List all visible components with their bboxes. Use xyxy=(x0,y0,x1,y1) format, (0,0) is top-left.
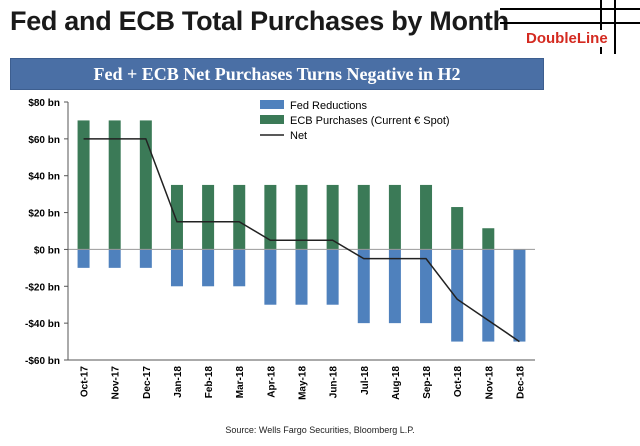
x-tick-label: Jul-18 xyxy=(360,366,371,395)
legend-ecb-purchases-swatch xyxy=(260,115,284,124)
ecb-purchases-bar xyxy=(202,184,215,250)
logo-line xyxy=(500,22,640,24)
bar-layer xyxy=(77,120,526,342)
x-tick-label: Mar-18 xyxy=(235,366,246,399)
ecb-purchases-bar xyxy=(139,120,152,250)
logo-line xyxy=(600,0,602,54)
ecb-purchases-bar xyxy=(108,120,121,250)
fed-reductions-bar xyxy=(108,249,121,268)
ecb-purchases-bar xyxy=(357,184,370,250)
y-tick-label: $20 bn xyxy=(28,209,60,220)
fed-reductions-bar xyxy=(420,249,433,324)
fed-reductions-bar xyxy=(202,249,215,287)
ecb-purchases-bar xyxy=(388,184,401,250)
fed-reductions-bar xyxy=(482,249,495,342)
x-tick-label: Oct-17 xyxy=(80,366,91,398)
legend-ecb-purchases-label: ECB Purchases (Current € Spot) xyxy=(290,115,450,127)
y-tick-label: $80 bn xyxy=(28,98,60,109)
x-tick-label: Feb-18 xyxy=(204,366,215,399)
fed-reductions-bar xyxy=(77,249,90,268)
logo-line xyxy=(500,8,640,10)
y-tick-label: -$60 bn xyxy=(25,356,60,367)
purchases-chart: $80 bn $60 bn $40 bn $20 bn $0 bn -$20 bn -$40… xyxy=(25,98,535,400)
x-tick-label: Jan-18 xyxy=(173,366,184,398)
x-tick-label: May-18 xyxy=(298,366,309,400)
net-series-line xyxy=(83,138,520,343)
ecb-purchases-bar xyxy=(233,184,246,250)
ecb-purchases-bar xyxy=(326,184,339,250)
fed-reductions-bar xyxy=(326,249,339,305)
legend-fed-reductions-label: Fed Reductions xyxy=(290,100,368,112)
x-tick-label: Nov-18 xyxy=(484,366,495,400)
fed-reductions-bar xyxy=(513,249,526,342)
logo-line xyxy=(614,0,616,54)
chart-banner: Fed + ECB Net Purchases Turns Negative i… xyxy=(10,58,544,90)
fed-reductions-bar xyxy=(139,249,152,268)
x-tick-layer: Oct-17 Nov-17 Dec-17 Jan-18 Feb-18 Mar-18 Apr-… xyxy=(80,366,527,400)
x-tick-label: Jun-18 xyxy=(329,366,340,399)
fed-reductions-bar xyxy=(295,249,308,305)
page-title: Fed and ECB Total Purchases by Month xyxy=(10,6,509,36)
fed-reductions-bar xyxy=(170,249,183,287)
y-tick-layer: $80 bn $60 bn $40 bn $20 bn $0 bn -$20 bn -$40… xyxy=(25,98,68,367)
x-tick-label: Aug-18 xyxy=(391,366,402,400)
source-note: Source: Wells Fargo Securities, Bloomber… xyxy=(225,425,415,435)
y-tick-label: $0 bn xyxy=(34,245,60,256)
ecb-purchases-bar xyxy=(170,184,183,250)
x-tick-label: Dec-18 xyxy=(515,366,526,399)
x-tick-label: Oct-18 xyxy=(453,366,464,398)
ecb-purchases-bar xyxy=(482,228,495,250)
x-tick-label: Nov-17 xyxy=(111,366,122,400)
legend-net-label: Net xyxy=(290,130,307,142)
x-tick-label: Dec-17 xyxy=(142,366,153,399)
y-tick-label: $40 bn xyxy=(28,172,60,183)
y-tick-label: -$40 bn xyxy=(25,319,60,330)
y-tick-label: -$20 bn xyxy=(25,282,60,293)
fed-reductions-bar xyxy=(233,249,246,287)
ecb-purchases-bar xyxy=(451,207,464,250)
ecb-purchases-bar xyxy=(420,184,433,250)
fed-reductions-bar xyxy=(451,249,464,342)
fed-reductions-bar xyxy=(357,249,370,324)
legend-fed-reductions-swatch xyxy=(260,100,284,109)
fed-reductions-bar xyxy=(388,249,401,324)
doubleline-logo: DoubleLine xyxy=(500,0,640,54)
y-tick-label: $60 bn xyxy=(28,135,60,146)
ecb-purchases-bar xyxy=(295,184,308,250)
x-tick-label: Sep-18 xyxy=(422,366,433,399)
ecb-purchases-bar xyxy=(264,184,277,250)
x-tick-label: Apr-18 xyxy=(266,366,277,398)
logo-text: DoubleLine xyxy=(524,30,610,47)
ecb-purchases-bar xyxy=(77,120,90,250)
fed-reductions-bar xyxy=(264,249,277,305)
legend: Fed Reductions ECB Purchases (Current € S… xyxy=(260,100,450,142)
